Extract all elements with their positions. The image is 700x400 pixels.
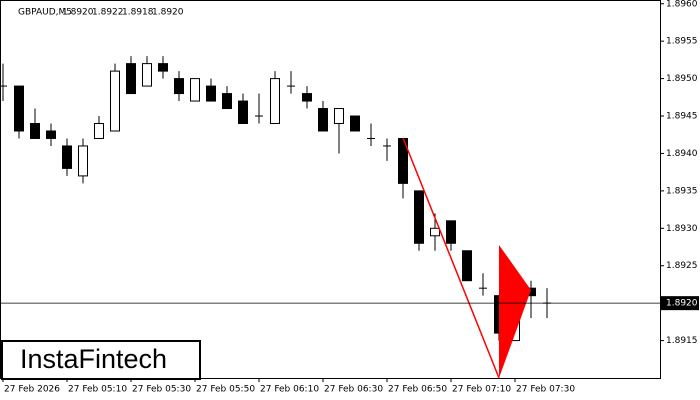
body [30,123,40,139]
plot-frame [0,0,661,379]
body [350,115,360,132]
body [222,93,232,110]
info-value: 1.8920 [62,8,94,18]
pennant [499,245,531,378]
pattern-line [402,137,500,379]
x-tick-label: 27 Feb 06:50 [388,385,447,395]
x-tick-label: 27 Feb 05:30 [132,385,191,395]
x-tick-label: 27 Feb 2026 [4,385,60,395]
body [430,227,440,237]
body [78,145,88,177]
body [94,123,104,139]
y-tick-label: 1.8960 [666,0,698,9]
y-tick-label: 1.8930 [666,224,698,234]
y-tick-label: 1.8955 [666,37,698,47]
body [318,108,328,132]
body [142,63,152,87]
body [238,100,248,125]
y-tick-label: 1.8935 [666,186,698,196]
body [174,78,184,95]
info-value: 1.8918 [122,8,154,18]
body [206,85,216,102]
x-tick-label: 27 Feb 07:10 [452,385,511,395]
y-tick-label: 1.8940 [666,149,698,159]
x-tick-label: 27 Feb 05:10 [68,385,127,395]
body [334,108,344,125]
body [446,220,456,244]
current-price-box [661,296,699,311]
body [126,63,136,95]
y-tick-label: 1.8950 [666,74,698,84]
body [62,145,72,169]
body [270,78,280,125]
y-tick-label: 1.8945 [666,112,698,122]
body [302,93,312,102]
body [414,190,424,244]
body [190,78,200,102]
body [158,63,168,72]
x-tick-label: 27 Feb 06:30 [324,385,383,395]
current-price-label: 1.8920 [666,299,698,309]
watermark: InstaFintech [20,344,167,374]
x-tick-label: 27 Feb 05:50 [196,385,255,395]
body [46,130,56,139]
info-value: 1.8920 [152,8,184,18]
y-tick-label: 1.8915 [666,336,698,346]
body [14,85,24,132]
symbol-label: GBPAUD,M5 [18,8,72,18]
logo-box [1,340,201,380]
body [462,250,472,282]
body [110,70,120,132]
y-tick-label: 1.8925 [666,261,698,271]
x-tick-label: 27 Feb 07:30 [516,385,575,395]
x-tick-label: 27 Feb 06:10 [260,385,319,395]
info-value: 1.8922 [92,8,124,18]
